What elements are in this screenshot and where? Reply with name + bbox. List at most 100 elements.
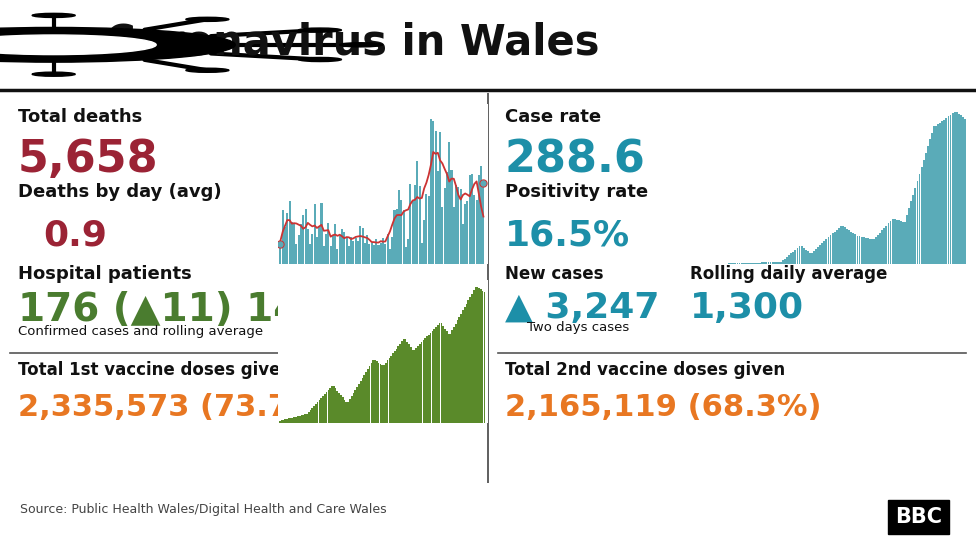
Bar <box>894 219 896 264</box>
Bar <box>835 229 837 264</box>
Bar <box>913 194 915 264</box>
Bar <box>386 361 388 423</box>
Bar <box>954 112 956 264</box>
Bar <box>318 400 320 423</box>
Bar <box>378 362 380 423</box>
Bar <box>384 365 385 423</box>
Bar <box>451 170 453 264</box>
Bar <box>931 132 933 264</box>
Bar <box>286 419 288 423</box>
Bar <box>303 415 305 423</box>
Bar <box>359 226 361 264</box>
Bar <box>444 188 446 264</box>
Bar <box>320 203 322 264</box>
Bar <box>844 227 846 264</box>
Bar <box>354 238 357 264</box>
Bar <box>388 249 391 264</box>
Bar <box>395 349 397 423</box>
Bar <box>360 381 361 423</box>
Bar <box>335 388 337 423</box>
Bar <box>284 227 286 264</box>
Bar <box>933 126 935 264</box>
Bar <box>950 115 952 264</box>
Bar <box>339 236 341 264</box>
Bar <box>935 126 937 264</box>
Text: BBC: BBC <box>895 507 942 527</box>
Bar <box>341 229 343 264</box>
Bar <box>455 324 457 423</box>
Bar <box>902 222 904 264</box>
Bar <box>483 292 485 423</box>
Bar <box>944 120 946 264</box>
Bar <box>410 347 412 423</box>
Bar <box>334 224 336 264</box>
Bar <box>311 408 313 423</box>
Bar <box>941 121 943 264</box>
Bar <box>757 262 759 264</box>
Bar <box>425 338 427 423</box>
Bar <box>430 119 432 264</box>
Bar <box>350 396 352 423</box>
Bar <box>434 131 436 264</box>
Bar <box>472 290 474 423</box>
Bar <box>770 262 771 264</box>
Bar <box>471 294 472 423</box>
Bar <box>898 221 900 264</box>
Bar <box>850 232 852 264</box>
Bar <box>450 334 451 423</box>
Bar <box>755 262 757 264</box>
Bar <box>739 263 741 264</box>
Bar <box>469 297 470 423</box>
Text: 16.5%: 16.5% <box>505 219 630 252</box>
Bar <box>465 204 467 264</box>
Bar <box>399 344 401 423</box>
Bar <box>416 348 417 423</box>
Bar <box>279 421 281 423</box>
Bar <box>962 117 964 264</box>
Bar <box>952 114 954 264</box>
Bar <box>346 238 347 264</box>
Bar <box>927 147 929 264</box>
Bar <box>900 221 902 264</box>
Bar <box>363 375 365 423</box>
Bar <box>279 244 281 264</box>
Bar <box>807 251 809 264</box>
Bar <box>412 200 414 264</box>
Bar <box>357 241 359 264</box>
Bar <box>388 358 390 423</box>
Bar <box>431 331 433 423</box>
Bar <box>468 300 469 423</box>
Bar <box>327 223 329 264</box>
Bar <box>832 233 834 264</box>
Circle shape <box>0 27 235 62</box>
Bar <box>433 329 435 423</box>
Bar <box>817 247 819 264</box>
Bar <box>776 262 778 264</box>
Bar <box>429 333 431 423</box>
Bar <box>863 237 865 264</box>
Bar <box>371 363 372 423</box>
Bar <box>316 237 318 264</box>
Bar <box>885 226 887 264</box>
Bar <box>296 244 298 264</box>
Bar <box>809 253 811 264</box>
Bar <box>284 419 286 423</box>
Bar <box>439 132 441 264</box>
Bar <box>330 245 332 264</box>
Bar <box>412 350 414 423</box>
Bar <box>386 234 388 264</box>
Text: Hospital patients: Hospital patients <box>18 265 191 283</box>
Bar <box>400 200 402 264</box>
Bar <box>328 390 329 423</box>
Bar <box>354 390 356 423</box>
Bar <box>344 400 346 423</box>
Bar <box>296 417 297 423</box>
Bar <box>462 224 464 264</box>
Bar <box>337 390 339 423</box>
Bar <box>439 323 440 423</box>
Circle shape <box>185 68 228 72</box>
Bar <box>306 229 308 264</box>
Bar <box>964 119 966 264</box>
Bar <box>350 237 352 264</box>
Bar <box>432 121 434 264</box>
